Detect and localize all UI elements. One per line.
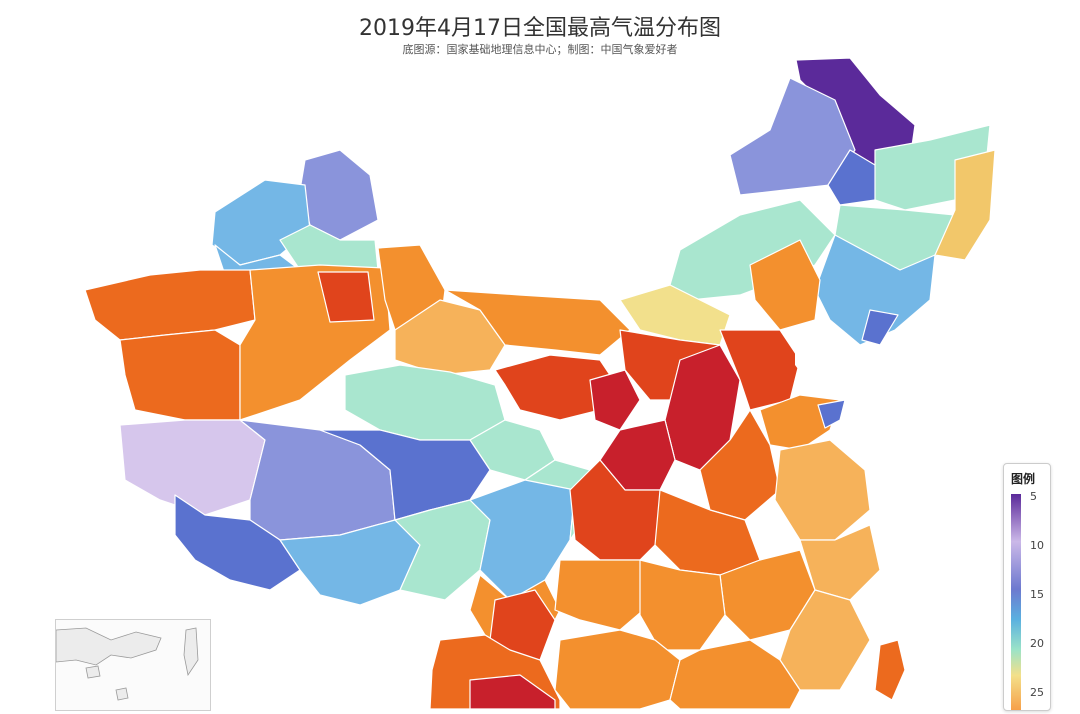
region-ngari — [119, 419, 266, 516]
region-hotan — [119, 329, 241, 421]
region-xishuangbanna — [469, 674, 556, 709]
south-china-sea-inset — [55, 619, 211, 711]
legend-tick-5: 5 — [1030, 490, 1037, 503]
bohai-sea — [795, 325, 850, 385]
region-hunan — [639, 559, 726, 651]
region-inner-mongolia-hulunbuir — [729, 77, 856, 196]
region-jilin-east — [934, 149, 996, 261]
region-gansu-west — [394, 299, 506, 376]
south-china-sea-inset-map — [55, 627, 199, 701]
region-inner-mongolia-alxa — [444, 289, 631, 356]
region-liaoning-peninsula — [861, 309, 899, 346]
map-subtitle: 底图源：国家基础地理信息中心；制图：中国气象爱好者 — [402, 43, 678, 56]
inset-island — [85, 665, 101, 679]
inset-island-east — [183, 627, 199, 677]
region-kashgar — [84, 269, 256, 341]
region-anhui-jiangsu — [774, 439, 871, 541]
inset-coastline — [55, 627, 162, 666]
legend-color-bar — [1011, 494, 1021, 710]
inset-island-south — [115, 687, 129, 701]
region-turpan — [317, 271, 375, 323]
legend: 图例 5 10 15 20 25 — [1003, 463, 1051, 711]
legend-tick-20: 20 — [1030, 637, 1044, 650]
legend-title: 图例 — [1011, 472, 1036, 486]
region-ningxia — [589, 369, 641, 431]
region-liaoning — [814, 234, 936, 346]
region-guizhou — [554, 559, 656, 631]
region-guangdong — [669, 639, 801, 709]
legend-tick-10: 10 — [1030, 539, 1044, 552]
legend-tick-15: 15 — [1030, 588, 1044, 601]
map-title: 2019年4月17日全国最高气温分布图 — [359, 16, 721, 41]
region-taiwan — [874, 639, 906, 701]
region-shandong-east — [817, 399, 846, 429]
region-shigatse — [174, 494, 301, 591]
region-hebei-north — [749, 239, 821, 331]
region-qaidam — [344, 364, 506, 441]
legend-tick-25: 25 — [1030, 686, 1044, 699]
